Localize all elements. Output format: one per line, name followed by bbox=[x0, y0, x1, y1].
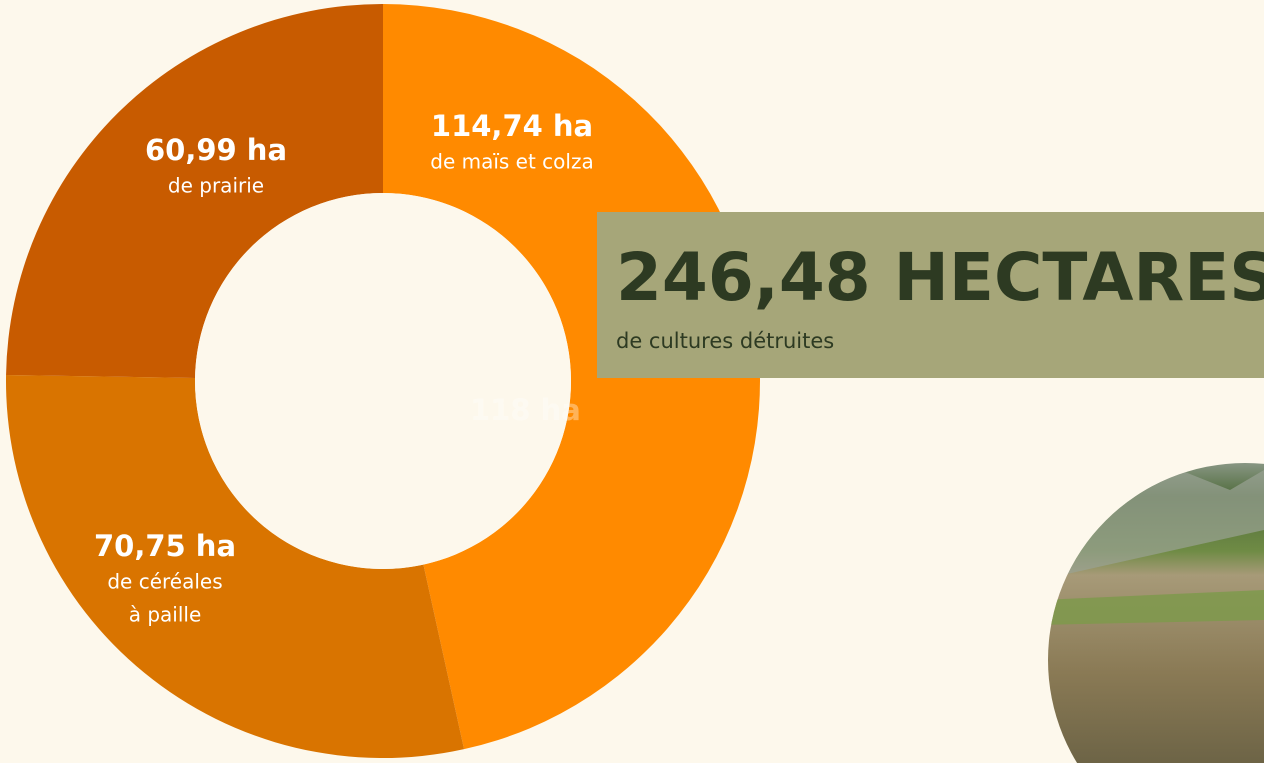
subheadline: de cultures détruites bbox=[616, 329, 834, 353]
hidden-label: 118 ha bbox=[470, 393, 581, 427]
donut-chart: 118 ha 114,74 ha de maïs et colza 70,75 ha d… bbox=[6, 4, 760, 758]
category-label: de maïs et colza bbox=[430, 150, 593, 174]
photo bbox=[1040, 460, 1264, 763]
category-label: de prairie bbox=[168, 174, 264, 198]
page: {"chart_data": { "type": "donut", "categ… bbox=[0, 0, 1264, 763]
category-label: à paille bbox=[129, 603, 202, 627]
infographic: 118 ha 114,74 ha de maïs et colza 70,75 ha d… bbox=[0, 0, 1264, 763]
value-label: 70,75 ha bbox=[94, 529, 236, 563]
donut-hole bbox=[195, 193, 571, 569]
category-label: de céréales bbox=[107, 570, 222, 594]
value-label: 60,99 ha bbox=[145, 133, 287, 167]
value-label: 114,74 ha bbox=[431, 109, 593, 143]
headline: 246,48 HECTARES bbox=[616, 239, 1264, 316]
